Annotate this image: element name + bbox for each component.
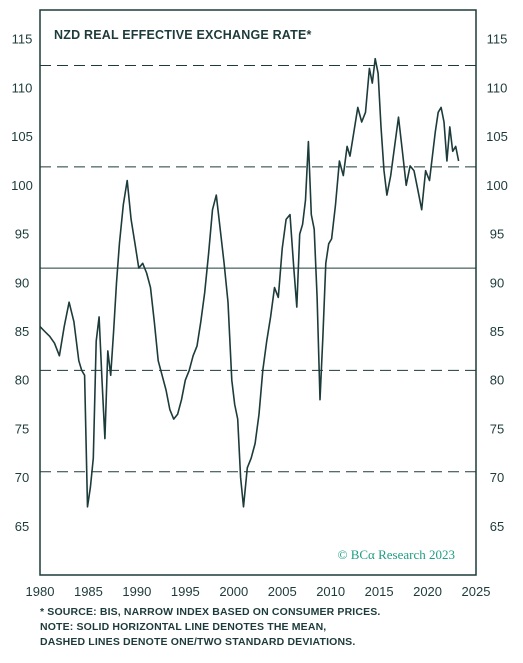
x-tick-label: 1980 [26,584,55,599]
chart: 65 65 70 70 75 75 80 80 85 85 90 90 95 95 100 100 105 105… [11,9,508,599]
x-tick-label: 2005 [268,584,297,599]
y-tick-label-left: 85 [15,324,29,339]
y-tick-label-right: 85 [490,324,504,339]
y-tick-label-right: 95 [490,227,504,242]
x-tick-label: 1985 [74,584,103,599]
y-tick-label-right: 75 [490,421,504,436]
brand-watermark: © BCα Research 2023 [338,547,455,562]
x-tick-label: 2025 [462,584,491,599]
x-axis-ticks: 1980 1985 1990 1995 2000 2005 2010 2015 2020 2025 [26,584,491,599]
x-tick-label: 2020 [413,584,442,599]
y-tick-label-left: 100 [11,178,33,193]
y-tick-label-right: 70 [490,470,504,485]
y-axis-ticks: 65 65 70 70 75 75 80 80 85 85 90 90 95 95 100 100 105 105… [11,32,508,534]
y-tick-label-left: 95 [15,227,29,242]
y-tick-label-right: 105 [486,129,508,144]
chart-title: NZD REAL EFFECTIVE EXCHANGE RATE* [54,28,312,42]
y-tick-label-left: 65 [15,519,29,534]
y-tick-label-left: 105 [11,129,33,144]
y-tick-label-right: 80 [490,373,504,388]
y-tick-label-left: 70 [15,470,29,485]
y-tick-label-left: 115 [12,32,33,47]
y-tick-label-left: 75 [15,421,29,436]
y-tick-label-right: 110 [487,80,508,95]
x-tick-label: 2000 [219,584,248,599]
y-tick-label-right: 115 [487,32,508,47]
footnote-mean: NOTE: SOLID HORIZONTAL LINE DENOTES THE … [40,621,327,633]
y-tick-label-right: 65 [490,519,504,534]
footnote-source: * SOURCE: BIS, NARROW INDEX BASED ON CON… [40,606,381,618]
y-tick-label-left: 80 [15,373,29,388]
y-tick-label-right: 90 [490,275,504,290]
series-line [39,57,460,508]
x-tick-label: 1990 [122,584,151,599]
plot-frame [39,9,477,576]
y-tick-label-right: 100 [486,178,508,193]
footnote-stddev: DASHED LINES DENOTE ONE/TWO STANDARD DEV… [40,636,356,648]
footnotes: * SOURCE: BIS, NARROW INDEX BASED ON CON… [40,605,380,650]
x-tick-label: 1995 [171,584,200,599]
y-tick-label-left: 110 [12,80,33,95]
x-tick-label: 2015 [365,584,394,599]
x-tick-label: 2010 [316,584,345,599]
y-tick-label-left: 90 [15,275,29,290]
